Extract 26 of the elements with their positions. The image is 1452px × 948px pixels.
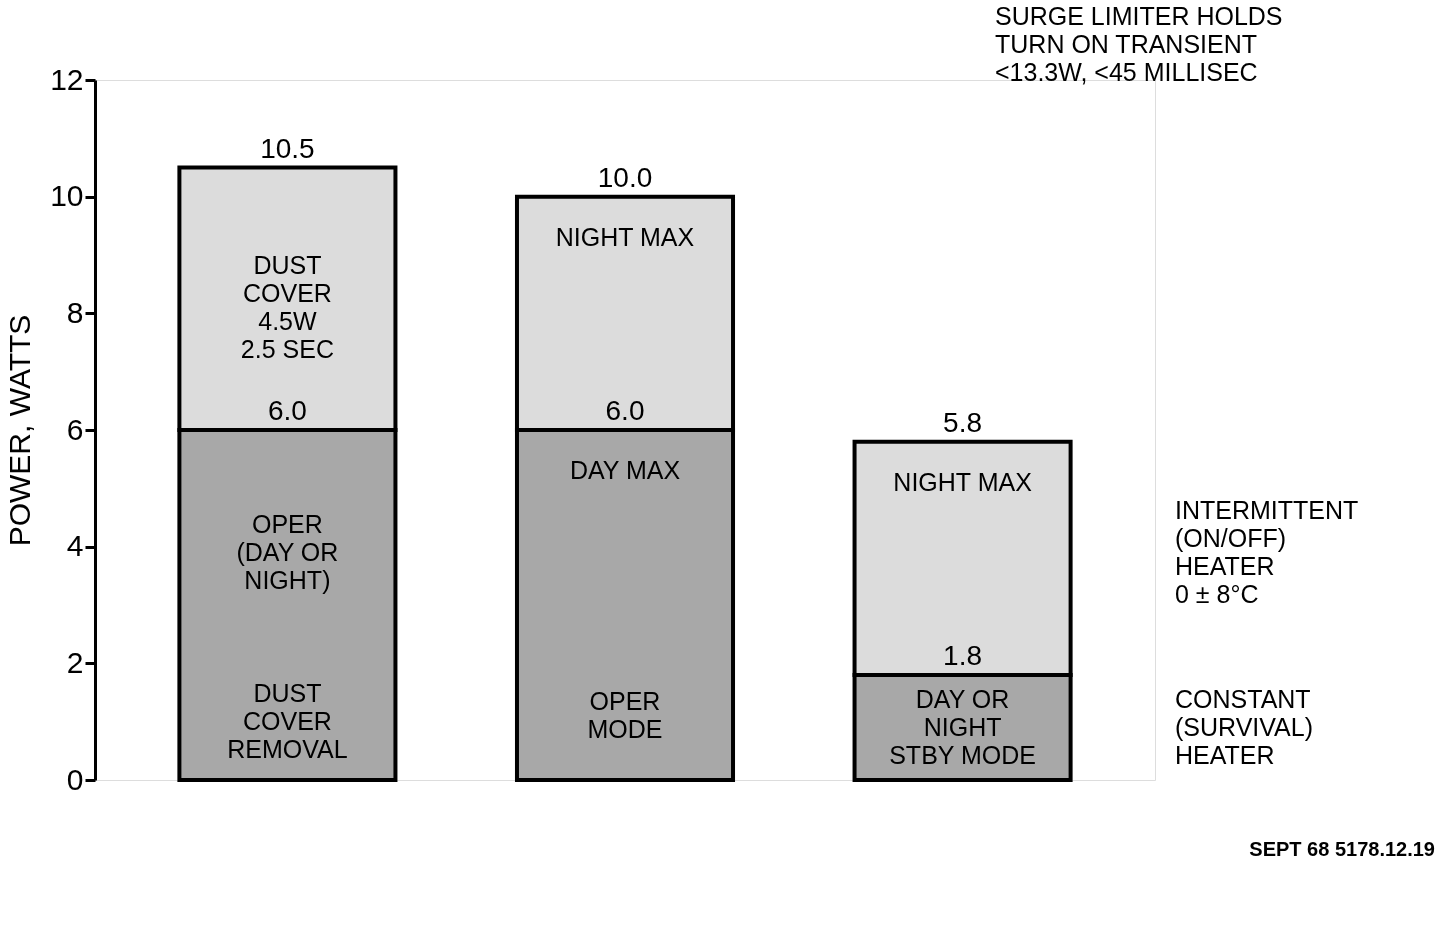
y-axis-title: POWER, WATTS [3,314,37,547]
y-tick-label: 8 [66,295,84,329]
annotation: 5.8 [943,406,983,438]
annotation: 6.0 [605,395,645,426]
annotation: 10.5 [260,132,315,164]
annotation: SURGE LIMITER HOLDS TURN ON TRANSIENT <13.3W, <45 MILLISEC [995,2,1283,86]
text: SEPT 68 5178.12.19 [1249,838,1435,860]
text: INTERMITTENT (ON/OFF) HEATER 0 ± 8°C [1175,495,1359,608]
annotation: OPER (DAY OR NIGHT) [236,509,339,594]
annotation: DAY OR NIGHT STBY MODE [889,684,1036,769]
annotation: DAY MAX [569,455,681,484]
annotation: 6.0 [267,395,307,426]
text: CONSTANT (SURVIVAL) HEATER [1175,684,1314,769]
y-tick-label: 12 [50,62,84,96]
annotation: 10.0 [597,161,653,193]
y-tick-label: 6 [66,412,84,446]
annotation: NIGHT MAX [893,467,1033,496]
annotation: OPER MODE [587,686,663,743]
annotation: DUST COVER 4.5W 2.5 SEC [240,250,334,363]
annotation: DUST COVER REMOVAL [227,678,348,763]
y-tick-label: 2 [66,645,84,679]
y-tick-label: 4 [66,529,84,563]
y-tick-label: 0 [66,762,84,796]
y-tick-label: 10 [50,179,84,213]
annotation: NIGHT MAX [555,222,695,251]
annotation: 1.8 [943,640,983,671]
